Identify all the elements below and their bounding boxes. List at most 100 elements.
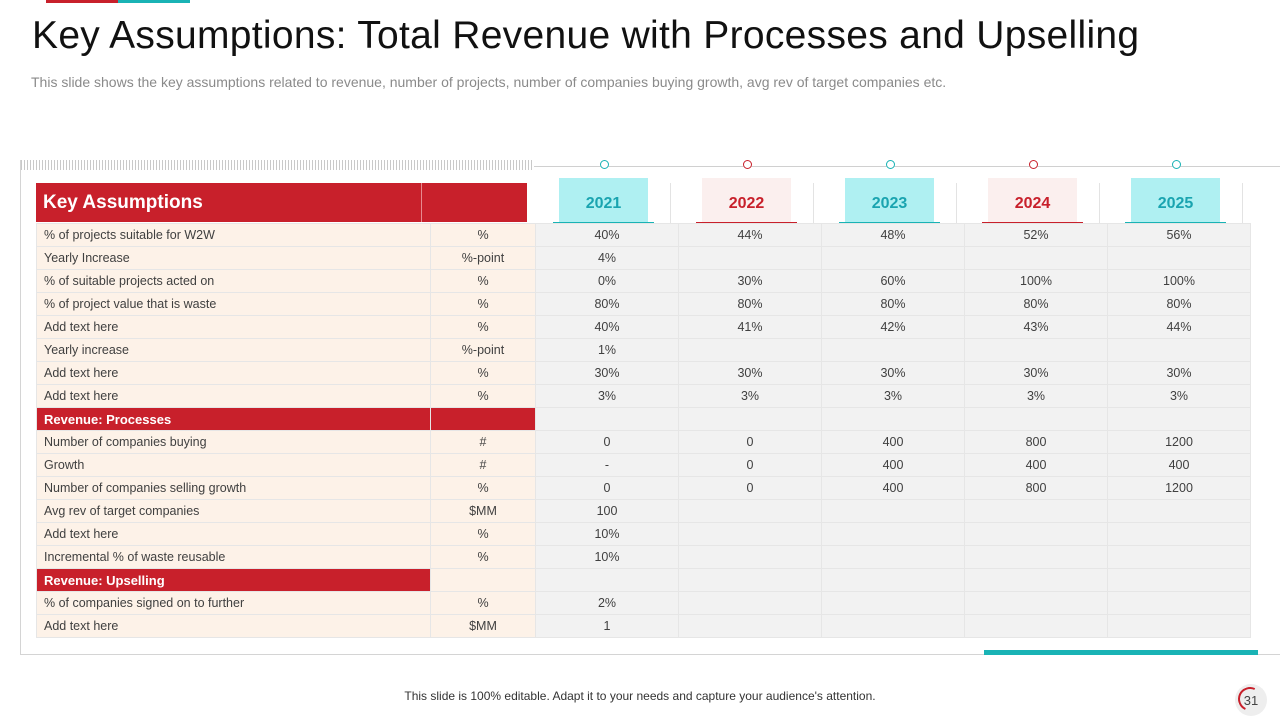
row-label: Yearly Increase <box>36 246 431 270</box>
table-row: Number of companies buying #0 0 400 800 1200 <box>36 430 1251 454</box>
timeline-dot-icon <box>743 160 752 169</box>
table-row: Number of companies selling growth% 0 0 400… <box>36 476 1251 500</box>
value-cell: 1 <box>535 614 679 638</box>
row-label: % of project value that is waste <box>36 292 431 316</box>
value-cell: 30% <box>535 361 679 385</box>
value-cell <box>678 407 822 431</box>
value-cell: 4% <box>535 246 679 270</box>
page-number-badge: 31 <box>1234 683 1267 716</box>
accent-bar-red <box>46 0 118 3</box>
table-row: Add text here% 30% 30% 30% 30% 30% <box>36 361 1251 385</box>
value-cell: 800 <box>964 476 1108 500</box>
row-label: Add text here <box>36 522 431 546</box>
row-unit: % <box>430 315 536 339</box>
row-unit: % <box>430 223 536 247</box>
value-cell: 1200 <box>1107 476 1251 500</box>
row-label: Add text here <box>36 384 431 408</box>
value-cell <box>821 338 965 362</box>
value-cell: 0 <box>535 476 679 500</box>
value-cell: 1% <box>535 338 679 362</box>
row-unit: % <box>430 269 536 293</box>
page-number: 31 <box>1243 692 1259 708</box>
value-cell: 0 <box>535 430 679 454</box>
table-row: Yearly Increase %-point 4% <box>36 246 1251 270</box>
value-cell <box>535 568 679 592</box>
progress-arc-icon <box>1234 683 1266 715</box>
row-unit: %-point <box>430 338 536 362</box>
table-row: % of projects suitable for W2W% 40% 44% 48%… <box>36 223 1251 247</box>
value-cell: 80% <box>678 292 822 316</box>
value-cell <box>678 338 822 362</box>
value-cell <box>964 591 1108 615</box>
value-cell <box>964 338 1108 362</box>
value-cell: 400 <box>964 453 1108 477</box>
value-cell: 400 <box>821 430 965 454</box>
value-cell: 48% <box>821 223 965 247</box>
hatch-decoration <box>21 160 534 170</box>
value-cell <box>678 614 822 638</box>
value-cell: 100% <box>964 269 1108 293</box>
value-cell: 44% <box>678 223 822 247</box>
value-cell <box>964 614 1108 638</box>
value-cell: 800 <box>964 430 1108 454</box>
table-row: Add text here% 3% 3% 3% 3% 3% <box>36 384 1251 408</box>
row-unit: $MM <box>430 499 536 523</box>
value-cell: 3% <box>821 384 965 408</box>
value-cell: 0 <box>678 430 822 454</box>
value-cell: 80% <box>964 292 1108 316</box>
table-row: Add text here $MM 1 <box>36 614 1251 638</box>
value-cell: 42% <box>821 315 965 339</box>
value-cell: 100 <box>535 499 679 523</box>
row-unit: $MM <box>430 614 536 638</box>
value-cell: 56% <box>1107 223 1251 247</box>
row-unit: %-point <box>430 246 536 270</box>
value-cell <box>1107 407 1251 431</box>
value-cell: 400 <box>821 453 965 477</box>
table-frame <box>20 160 1280 655</box>
row-unit: % <box>430 361 536 385</box>
column-separator <box>1099 183 1100 223</box>
row-label: Add text here <box>36 614 431 638</box>
row-label: Growth <box>36 453 431 477</box>
value-cell: 30% <box>1107 361 1251 385</box>
value-cell: 52% <box>964 223 1108 247</box>
value-cell <box>821 545 965 569</box>
value-cell <box>1107 614 1251 638</box>
value-cell: 44% <box>1107 315 1251 339</box>
timeline-line <box>534 166 1280 167</box>
value-cell <box>964 246 1108 270</box>
row-label: Incremental % of waste reusable <box>36 545 431 569</box>
key-assumptions-title: Key Assumptions <box>36 183 422 222</box>
value-cell: 0% <box>535 269 679 293</box>
value-cell: 3% <box>1107 384 1251 408</box>
value-cell <box>1107 591 1251 615</box>
table-row: % of project value that is waste% 80% 80% 8… <box>36 292 1251 316</box>
value-cell: 0 <box>678 476 822 500</box>
value-cell: 400 <box>1107 453 1251 477</box>
value-cell: 80% <box>535 292 679 316</box>
value-cell <box>1107 246 1251 270</box>
row-unit: # <box>430 453 536 477</box>
section-row: Revenue: Processes <box>36 407 1251 431</box>
table-row: Yearly increase %-point 1% <box>36 338 1251 362</box>
value-cell <box>964 568 1108 592</box>
table-row: Growth # -0 400 400 400 <box>36 453 1251 477</box>
table-row: Add text here% 40% 41% 42% 43% 44% <box>36 315 1251 339</box>
table-row: Add text here% 10% <box>36 522 1251 546</box>
row-label: % of companies signed on to further <box>36 591 431 615</box>
row-label: % of suitable projects acted on <box>36 269 431 293</box>
value-cell <box>678 246 822 270</box>
value-cell: 2% <box>535 591 679 615</box>
year-label: 2022 <box>728 194 765 212</box>
row-unit: % <box>430 384 536 408</box>
row-unit: % <box>430 545 536 569</box>
timeline-dot-icon <box>1029 160 1038 169</box>
row-unit: % <box>430 292 536 316</box>
value-cell: 10% <box>535 522 679 546</box>
value-cell <box>964 545 1108 569</box>
value-cell <box>964 499 1108 523</box>
year-header-2: 2023 <box>839 178 940 224</box>
value-cell <box>1107 568 1251 592</box>
teal-accent-bar <box>984 650 1258 655</box>
row-label: Number of companies buying <box>36 430 431 454</box>
